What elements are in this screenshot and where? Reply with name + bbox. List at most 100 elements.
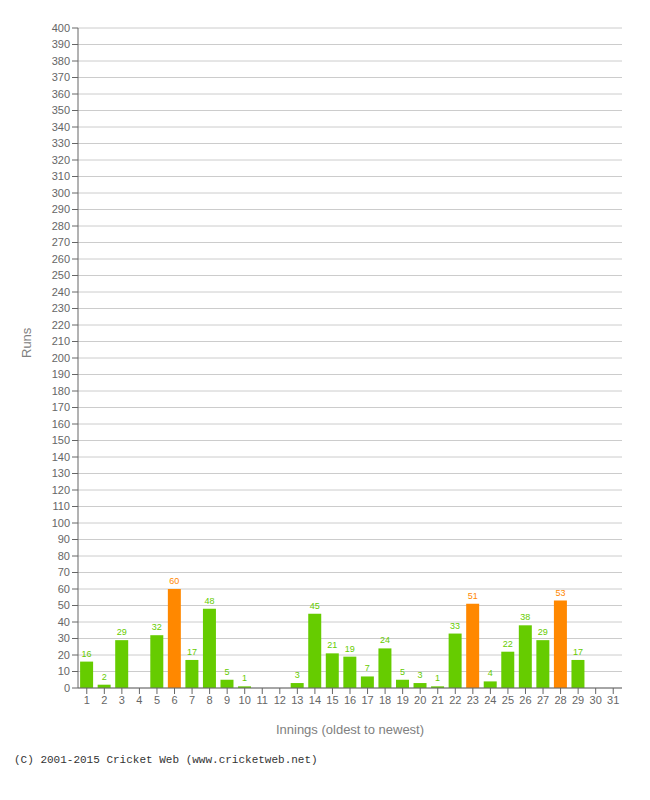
svg-text:300: 300: [52, 187, 70, 199]
svg-text:80: 80: [58, 550, 70, 562]
svg-text:18: 18: [379, 694, 391, 706]
svg-text:7: 7: [365, 663, 370, 673]
svg-text:370: 370: [52, 71, 70, 83]
svg-text:2: 2: [102, 672, 107, 682]
svg-text:320: 320: [52, 154, 70, 166]
svg-text:21: 21: [327, 640, 337, 650]
svg-text:3: 3: [295, 670, 300, 680]
svg-text:19: 19: [397, 694, 409, 706]
svg-text:Runs: Runs: [19, 327, 34, 358]
svg-text:29: 29: [117, 627, 127, 637]
svg-text:33: 33: [450, 621, 460, 631]
svg-text:150: 150: [52, 434, 70, 446]
svg-text:70: 70: [58, 566, 70, 578]
svg-text:4: 4: [136, 694, 142, 706]
svg-text:3: 3: [418, 670, 423, 680]
svg-text:1: 1: [435, 673, 440, 683]
svg-text:390: 390: [52, 38, 70, 50]
svg-text:17: 17: [361, 694, 373, 706]
svg-text:22: 22: [503, 639, 513, 649]
svg-text:15: 15: [326, 694, 338, 706]
svg-text:38: 38: [520, 612, 530, 622]
svg-text:260: 260: [52, 253, 70, 265]
svg-text:22: 22: [449, 694, 461, 706]
svg-text:2: 2: [101, 694, 107, 706]
svg-text:16: 16: [82, 649, 92, 659]
svg-text:29: 29: [572, 694, 584, 706]
svg-text:350: 350: [52, 104, 70, 116]
svg-text:25: 25: [502, 694, 514, 706]
svg-text:220: 220: [52, 319, 70, 331]
svg-text:1: 1: [242, 673, 247, 683]
svg-text:51: 51: [468, 591, 478, 601]
svg-text:5: 5: [154, 694, 160, 706]
svg-text:240: 240: [52, 286, 70, 298]
svg-text:45: 45: [310, 601, 320, 611]
svg-text:53: 53: [555, 588, 565, 598]
svg-text:120: 120: [52, 484, 70, 496]
svg-text:190: 190: [52, 368, 70, 380]
svg-text:17: 17: [573, 647, 583, 657]
svg-text:230: 230: [52, 302, 70, 314]
svg-text:30: 30: [590, 694, 602, 706]
svg-text:6: 6: [171, 694, 177, 706]
svg-text:160: 160: [52, 418, 70, 430]
svg-text:330: 330: [52, 137, 70, 149]
svg-text:60: 60: [58, 583, 70, 595]
svg-text:250: 250: [52, 269, 70, 281]
svg-text:12: 12: [274, 694, 286, 706]
svg-text:28: 28: [554, 694, 566, 706]
svg-text:20: 20: [414, 694, 426, 706]
svg-text:9: 9: [224, 694, 230, 706]
svg-text:24: 24: [484, 694, 496, 706]
svg-text:27: 27: [537, 694, 549, 706]
svg-text:0: 0: [64, 682, 70, 694]
svg-text:210: 210: [52, 335, 70, 347]
svg-text:Innings (oldest to newest): Innings (oldest to newest): [276, 722, 424, 737]
svg-text:200: 200: [52, 352, 70, 364]
svg-text:20: 20: [58, 649, 70, 661]
svg-text:13: 13: [291, 694, 303, 706]
svg-text:360: 360: [52, 88, 70, 100]
svg-text:32: 32: [152, 622, 162, 632]
svg-text:10: 10: [58, 665, 70, 677]
svg-text:5: 5: [400, 667, 405, 677]
svg-text:4: 4: [488, 668, 493, 678]
svg-text:3: 3: [119, 694, 125, 706]
svg-text:270: 270: [52, 236, 70, 248]
svg-text:8: 8: [207, 694, 213, 706]
svg-text:1: 1: [84, 694, 90, 706]
svg-text:140: 140: [52, 451, 70, 463]
svg-text:17: 17: [187, 647, 197, 657]
svg-text:7: 7: [189, 694, 195, 706]
svg-text:29: 29: [538, 627, 548, 637]
svg-text:11: 11: [257, 694, 268, 706]
svg-text:110: 110: [52, 500, 70, 512]
svg-text:23: 23: [467, 694, 479, 706]
svg-text:280: 280: [52, 220, 70, 232]
svg-text:130: 130: [52, 467, 70, 479]
svg-text:40: 40: [58, 616, 70, 628]
svg-text:380: 380: [52, 55, 70, 67]
svg-text:26: 26: [519, 694, 531, 706]
svg-text:5: 5: [224, 667, 229, 677]
svg-text:31: 31: [607, 694, 619, 706]
svg-text:340: 340: [52, 121, 70, 133]
svg-text:21: 21: [432, 694, 444, 706]
svg-text:24: 24: [380, 635, 390, 645]
svg-text:48: 48: [204, 596, 214, 606]
svg-text:310: 310: [52, 170, 70, 182]
svg-text:30: 30: [58, 632, 70, 644]
svg-text:19: 19: [345, 644, 355, 654]
svg-text:100: 100: [52, 517, 70, 529]
svg-text:400: 400: [52, 22, 70, 34]
svg-text:50: 50: [58, 599, 70, 611]
svg-text:16: 16: [344, 694, 356, 706]
svg-text:90: 90: [58, 533, 70, 545]
svg-text:290: 290: [52, 203, 70, 215]
svg-text:170: 170: [52, 401, 70, 413]
svg-text:60: 60: [169, 576, 179, 586]
svg-text:180: 180: [52, 385, 70, 397]
svg-text:14: 14: [309, 694, 321, 706]
svg-text:10: 10: [239, 694, 251, 706]
